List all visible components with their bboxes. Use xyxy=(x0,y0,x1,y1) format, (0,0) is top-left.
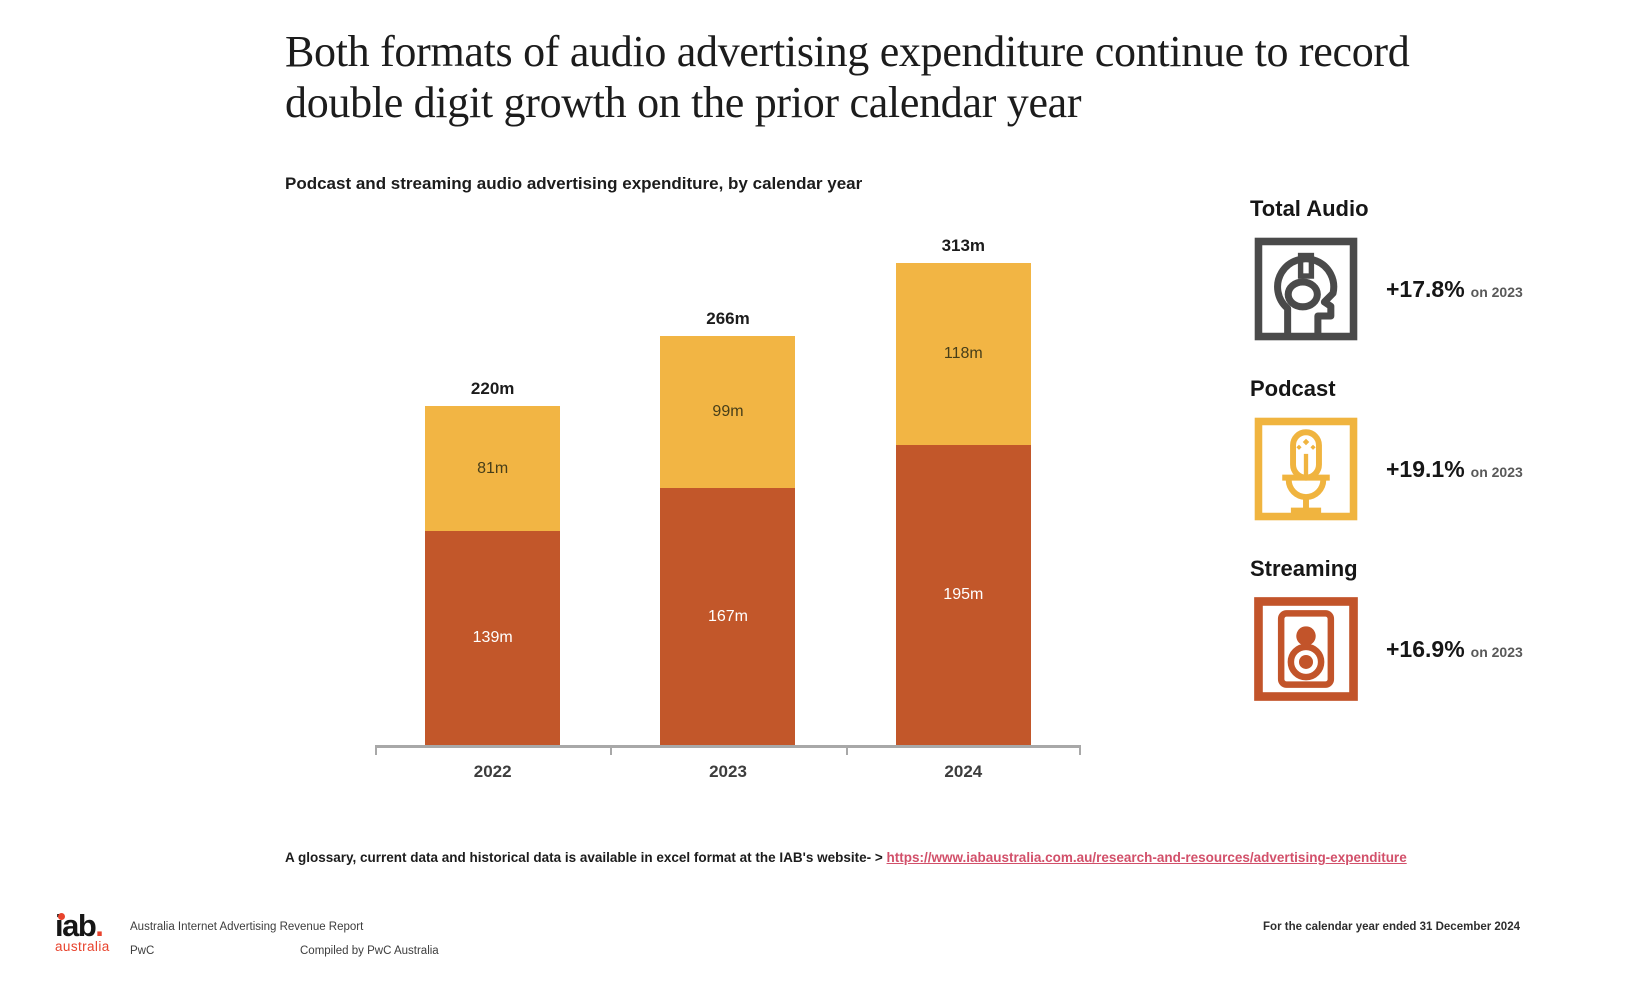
x-axis xyxy=(375,745,1081,756)
iab-australia-logo: iab. australia xyxy=(55,910,130,954)
axis-tick xyxy=(610,748,613,755)
bar-column-2024: 313m 118m 195m xyxy=(846,236,1081,745)
bar-2023: 266m 99m 167m xyxy=(660,309,796,745)
year-label-2023: 2023 xyxy=(709,762,747,781)
segment-label: 195m xyxy=(943,586,984,603)
streaming-segment: 167m xyxy=(660,488,796,745)
growth-suffix-podcast: on 2023 xyxy=(1470,463,1523,480)
bar-2024: 313m 118m 195m xyxy=(895,236,1031,745)
axis-tick xyxy=(375,748,377,755)
stat-total-audio: Total Audio +17.8% on 2023 xyxy=(1250,196,1620,343)
bar-column-2022: 220m 81m 139m xyxy=(375,379,610,745)
total-label: 266m xyxy=(706,309,750,328)
segment-label: 139m xyxy=(472,629,513,646)
total-label: 220m xyxy=(470,379,515,398)
podcast-segment: 118m xyxy=(895,263,1031,445)
footer-report-name: Australia Internet Advertising Revenue R… xyxy=(130,921,364,933)
growth-suffix-streaming: on 2023 xyxy=(1470,643,1523,660)
segment-label: 99m xyxy=(712,403,744,420)
footer-pwc: PwC xyxy=(130,945,155,957)
axis-tick xyxy=(1079,748,1081,755)
year-label-2024: 2024 xyxy=(944,762,983,781)
footer-period: For the calendar year ended 31 December … xyxy=(1263,921,1520,933)
head-headphones-icon xyxy=(1250,235,1362,343)
growth-value-streaming: +16.9% xyxy=(1386,635,1465,662)
total-label: 313m xyxy=(941,236,986,255)
growth-suffix-total-audio: on 2023 xyxy=(1470,283,1523,300)
x-axis-labels: 2022 2023 2024 xyxy=(375,756,1081,782)
stat-heading-podcast: Podcast xyxy=(1250,376,1336,401)
glossary-note-text: A glossary, current data and historical … xyxy=(285,850,887,865)
iab-logo-dot: . xyxy=(95,908,104,943)
footer-compiled-by: Compiled by PwC Australia xyxy=(300,945,439,957)
growth-value-total-audio: +17.8% xyxy=(1386,275,1465,302)
stat-heading-streaming: Streaming xyxy=(1250,556,1358,581)
microphone-icon xyxy=(1250,415,1362,523)
podcast-segment: 81m xyxy=(425,406,561,531)
year-label-2022: 2022 xyxy=(473,762,512,781)
iab-logo-australia: australia xyxy=(55,939,110,954)
stacked-bar-chart: 220m 81m 139m 266m 99m 167m 313m 118m 195m 2022 2… xyxy=(375,228,1081,782)
speaker-icon xyxy=(1250,595,1362,703)
chart-title: Podcast and streaming audio advertising … xyxy=(285,174,863,193)
iab-website-link[interactable]: https://www.iabaustralia.com.au/research… xyxy=(886,850,1407,865)
stat-streaming: Streaming +16.9% on 2023 xyxy=(1250,556,1620,703)
axis-tick xyxy=(845,748,848,755)
growth-value-podcast: +19.1% xyxy=(1386,455,1465,482)
page-title: Both formats of audio advertising expend… xyxy=(285,27,1410,128)
podcast-segment: 99m xyxy=(660,336,796,488)
growth-stats-panel: Total Audio +17.8% on 2023 Podcast xyxy=(1250,196,1620,736)
bar-2022: 220m 81m 139m xyxy=(425,379,561,745)
streaming-segment: 195m xyxy=(895,445,1031,745)
segment-label: 81m xyxy=(477,459,509,477)
iab-logo-red-tittle xyxy=(58,913,65,920)
bars-row: 220m 81m 139m 266m 99m 167m 313m 118m 195m xyxy=(375,228,1081,745)
glossary-note: A glossary, current data and historical … xyxy=(285,845,1425,871)
stat-podcast: Podcast +19.1% on 2023 xyxy=(1250,376,1620,523)
segment-label: 118m xyxy=(943,345,983,362)
segment-label: 167m xyxy=(707,607,748,625)
bar-column-2023: 266m 99m 167m xyxy=(610,309,845,745)
streaming-segment: 139m xyxy=(425,531,561,745)
stat-heading-total-audio: Total Audio xyxy=(1250,196,1369,221)
